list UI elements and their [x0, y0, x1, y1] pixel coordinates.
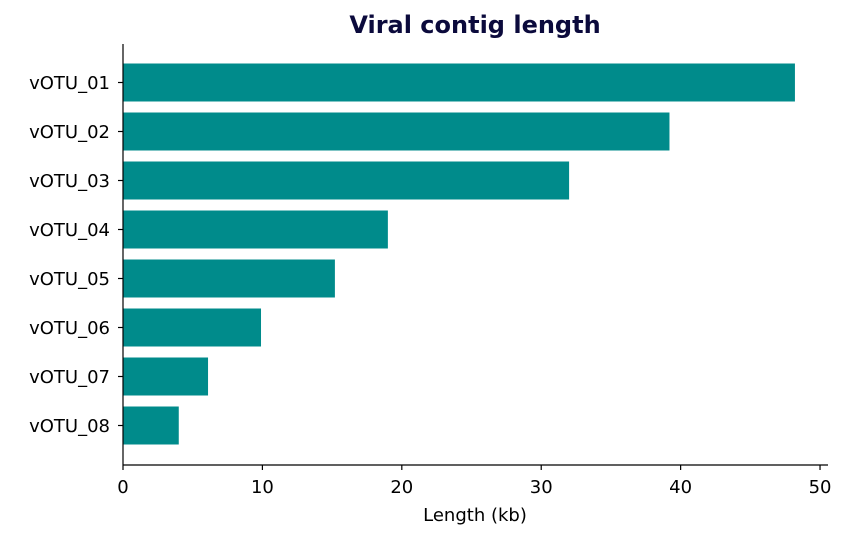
bar-vOTU_06 — [123, 308, 262, 347]
y-tick-label: vOTU_02 — [29, 122, 110, 143]
x-axis-ticks: 0 10 20 30 40 50 — [117, 465, 831, 498]
x-tick-label: 30 — [530, 477, 553, 498]
bar-vOTU_04 — [123, 210, 388, 249]
bar-vOTU_03 — [123, 161, 570, 200]
x-tick-label: 20 — [390, 477, 413, 498]
y-axis-ticks: vOTU_01 vOTU_02 vOTU_03 vOTU_04 vOTU_05 vOTU_… — [29, 73, 123, 437]
bars-layer — [123, 63, 795, 445]
y-tick-label: vOTU_04 — [29, 220, 110, 241]
x-axis-label: Length (kb) — [423, 505, 527, 526]
y-tick-label: vOTU_06 — [29, 318, 110, 339]
bar-vOTU_02 — [123, 112, 670, 151]
x-tick-label: 50 — [809, 477, 832, 498]
bar-vOTU_01 — [123, 63, 795, 102]
bar-vOTU_08 — [123, 406, 179, 445]
chart-title: Viral contig length — [349, 11, 600, 39]
x-tick-label: 40 — [669, 477, 692, 498]
y-tick-label: vOTU_07 — [29, 367, 110, 388]
bar-vOTU_07 — [123, 357, 209, 396]
bar-vOTU_05 — [123, 259, 335, 298]
y-tick-label: vOTU_01 — [29, 73, 110, 94]
y-tick-label: vOTU_08 — [29, 416, 110, 437]
x-tick-label: 10 — [251, 477, 274, 498]
x-tick-label: 0 — [117, 477, 128, 498]
y-tick-label: vOTU_05 — [29, 269, 110, 290]
y-tick-label: vOTU_03 — [29, 171, 110, 192]
